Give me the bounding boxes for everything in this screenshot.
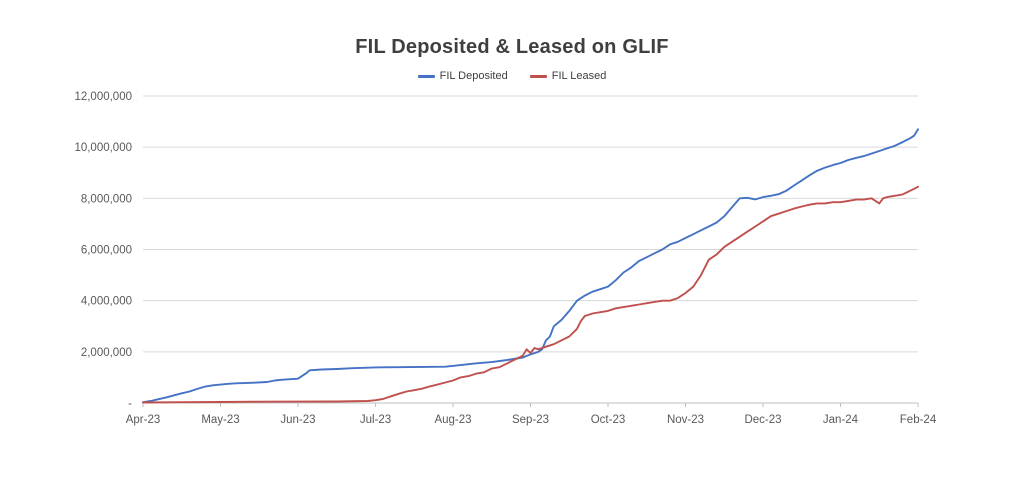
x-tick-label: Nov-23 — [667, 414, 704, 426]
chart-legend: FIL Deposited FIL Leased — [0, 70, 1024, 82]
y-tick-label: 4,000,000 — [81, 296, 132, 308]
x-tick-label: Sep-23 — [512, 414, 549, 426]
legend-label-leased: FIL Leased — [551, 70, 607, 82]
y-tick-label: 8,000,000 — [81, 193, 132, 205]
y-tick-label: 10,000,000 — [74, 142, 132, 154]
legend-line-swatch-leased — [529, 74, 547, 78]
y-tick-label: 12,000,000 — [74, 91, 132, 103]
chart-title: FIL Deposited & Leased on GLIF — [355, 36, 669, 58]
x-tick-label: Aug-23 — [434, 414, 471, 426]
y-tick-label: - — [128, 398, 132, 410]
legend-line-swatch-deposited — [417, 74, 435, 78]
x-tick-label: Dec-23 — [744, 414, 781, 426]
legend-label-deposited: FIL Deposited — [439, 70, 508, 82]
x-tick-label: Apr-23 — [126, 414, 161, 426]
x-tick-label: May-23 — [201, 414, 239, 426]
x-tick-label: Jun-23 — [280, 414, 315, 426]
series-line-fil-leased — [142, 185, 919, 404]
x-tick-label: Jan-24 — [823, 414, 859, 426]
legend-item-fil-deposited: FIL Deposited — [417, 70, 508, 82]
y-tick-label: 6,000,000 — [81, 245, 132, 257]
x-tick-label: Jul-23 — [360, 414, 391, 426]
y-tick-label: 2,000,000 — [81, 347, 132, 359]
legend-item-fil-leased: FIL Leased — [529, 70, 607, 82]
x-tick-label: Oct-23 — [591, 414, 626, 426]
series-line-fil-deposited — [142, 128, 919, 404]
x-tick-label: Feb-24 — [900, 414, 937, 426]
